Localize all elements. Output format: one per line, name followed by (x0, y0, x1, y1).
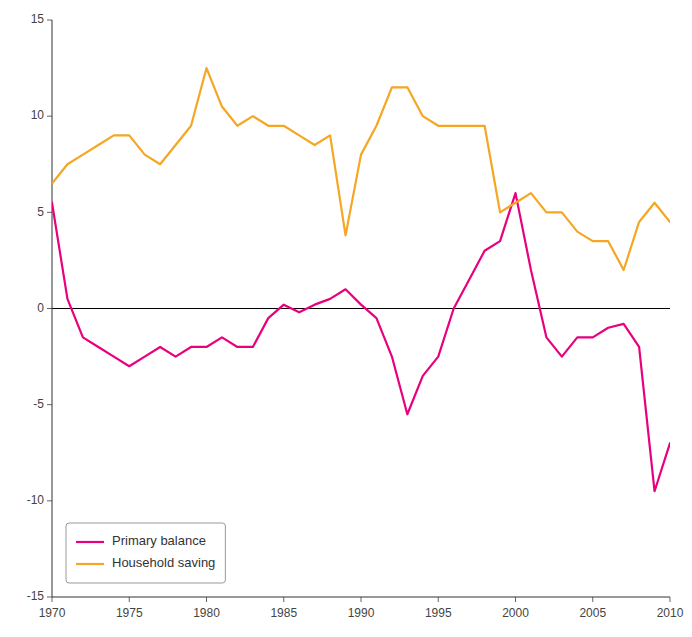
y-tick (47, 500, 52, 501)
y-tick-label: 5 (37, 205, 44, 219)
y-tick (47, 597, 52, 598)
legend: Primary balance Household saving (66, 523, 225, 583)
legend-box (66, 523, 225, 583)
y-tick-label: 10 (31, 108, 45, 122)
plot-area (52, 20, 670, 597)
y-axis-line (52, 20, 53, 597)
x-tick-label: 1995 (425, 606, 452, 620)
x-tick-label: 2010 (657, 606, 684, 620)
legend-label: Household saving (112, 555, 215, 570)
x-tick-label: 1975 (116, 606, 143, 620)
x-tick (670, 597, 671, 602)
y-tick (47, 212, 52, 213)
y-tick-label: -15 (27, 589, 45, 603)
x-axis-line (52, 597, 670, 598)
x-tick (592, 597, 593, 602)
legend-swatch (76, 541, 104, 543)
x-tick (206, 597, 207, 602)
y-tick-label: -10 (27, 493, 45, 507)
y-tick-label: 15 (31, 12, 45, 26)
y-tick (47, 404, 52, 405)
x-tick-label: 2005 (579, 606, 606, 620)
x-tick-label: 1970 (39, 606, 66, 620)
x-tick (515, 597, 516, 602)
x-tick-label: 1980 (193, 606, 220, 620)
legend-swatch (76, 563, 104, 565)
x-tick (129, 597, 130, 602)
y-tick (47, 116, 52, 117)
series-line (52, 68, 670, 270)
zero-line (52, 308, 670, 309)
series-group (52, 68, 670, 491)
x-tick-label: 2000 (502, 606, 529, 620)
legend-label: Primary balance (112, 533, 206, 548)
y-tick (47, 20, 52, 21)
x-tick (361, 597, 362, 602)
axes: -15 -10 -5 0 5 10 15 1970 1975 1980 1985 1990 1995 20… (27, 12, 684, 620)
y-tick-label: -5 (33, 397, 44, 411)
x-tick-label: 1990 (348, 606, 375, 620)
y-tick (47, 308, 52, 309)
x-tick (438, 597, 439, 602)
series-line (52, 193, 670, 491)
x-tick (52, 597, 53, 602)
x-tick-label: 1985 (270, 606, 297, 620)
chart: -15 -10 -5 0 5 10 15 1970 1975 1980 1985 1990 1995 20… (0, 0, 692, 637)
x-tick (283, 597, 284, 602)
y-tick-label: 0 (37, 301, 44, 315)
